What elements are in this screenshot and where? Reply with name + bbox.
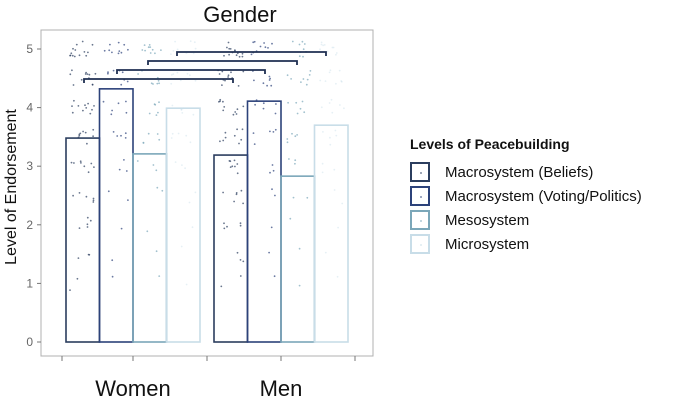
legend-label: Microsystem: [445, 235, 530, 253]
legend-label: Mesosystem: [445, 211, 530, 229]
significance-bracket: [83, 78, 234, 83]
svg-text:3: 3: [26, 159, 33, 173]
bar: [213, 154, 249, 343]
legend-label: Macrosystem (Beliefs): [445, 163, 594, 181]
bar: [313, 124, 349, 343]
significance-brackets: [83, 51, 327, 83]
legend-swatch: [410, 162, 430, 182]
bars: [65, 88, 349, 343]
svg-text:5: 5: [26, 42, 33, 56]
legend-swatch: [410, 210, 430, 230]
legend-item-voting: Macrosystem (Voting/Politics): [410, 184, 642, 208]
legend-item-beliefs: Macrosystem (Beliefs): [410, 160, 642, 184]
legend-label: Macrosystem (Voting/Politics): [445, 187, 642, 205]
bar: [280, 175, 316, 343]
bar: [165, 107, 201, 343]
legend-swatch: [410, 186, 430, 206]
svg-text:4: 4: [26, 101, 33, 115]
bar: [65, 137, 101, 343]
significance-bracket: [147, 60, 298, 65]
svg-text:1: 1: [26, 276, 33, 290]
svg-text:0: 0: [26, 335, 33, 349]
significance-bracket: [176, 51, 327, 56]
y-axis-label: Level of Endorsement: [3, 109, 20, 265]
chart-title: Gender: [203, 2, 277, 27]
x-axis: [61, 356, 356, 361]
legend-swatch: [410, 234, 430, 254]
bar: [98, 88, 134, 343]
bar: [132, 153, 168, 343]
legend-item-microsystem: Microsystem: [410, 232, 642, 256]
legend-title: Levels of Peacebuilding: [410, 136, 570, 152]
x-category-men: Men: [259, 376, 303, 401]
y-axis: 0 1 2 3 4 5: [26, 42, 41, 349]
jitter-points: [69, 40, 345, 291]
legend-item-mesosystem: Mesosystem: [410, 208, 642, 232]
significance-bracket: [116, 69, 266, 74]
svg-text:2: 2: [26, 218, 33, 232]
legend: Levels of Peacebuilding Macrosystem (Bel…: [410, 136, 642, 256]
bar: [246, 100, 282, 343]
x-category-women: Women: [95, 376, 171, 401]
